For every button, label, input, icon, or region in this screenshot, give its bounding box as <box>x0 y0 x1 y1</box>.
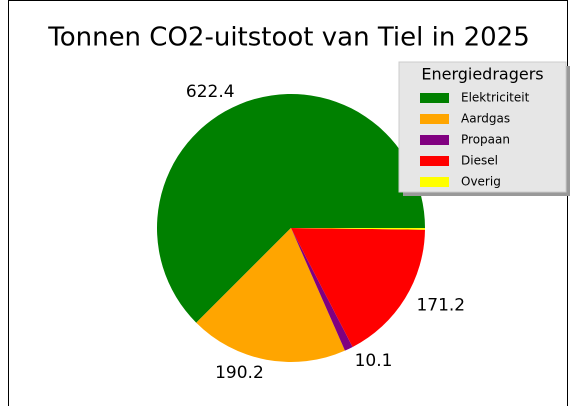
slice-label: 190.2 <box>215 363 264 383</box>
legend-title: Energiedragers <box>421 65 543 84</box>
slice-label: 171.2 <box>416 295 465 315</box>
pie-slice <box>291 228 425 347</box>
legend-label: Propaan <box>461 133 510 147</box>
legend-label: Elektriciteit <box>461 91 530 105</box>
pie-slice <box>196 228 345 362</box>
slice-label: 622.4 <box>186 82 235 102</box>
frame <box>8 0 568 406</box>
slice-label: 10.1 <box>355 351 393 371</box>
legend-label: Aardgas <box>461 112 510 126</box>
legend-swatch <box>420 177 449 187</box>
legend-swatch <box>420 114 449 124</box>
legend-swatch <box>420 93 449 103</box>
legend-label: Diesel <box>461 154 498 168</box>
legend-label: Overig <box>461 175 501 189</box>
legend-swatch <box>420 156 449 166</box>
pie-slice <box>157 93 426 323</box>
chart-title: Tonnen CO2-uitstoot van Tiel in 2025 <box>47 23 530 53</box>
legend-box <box>398 61 567 193</box>
pie-slice <box>291 228 425 230</box>
legend-swatch <box>420 135 449 145</box>
pie-slice <box>291 228 353 351</box>
